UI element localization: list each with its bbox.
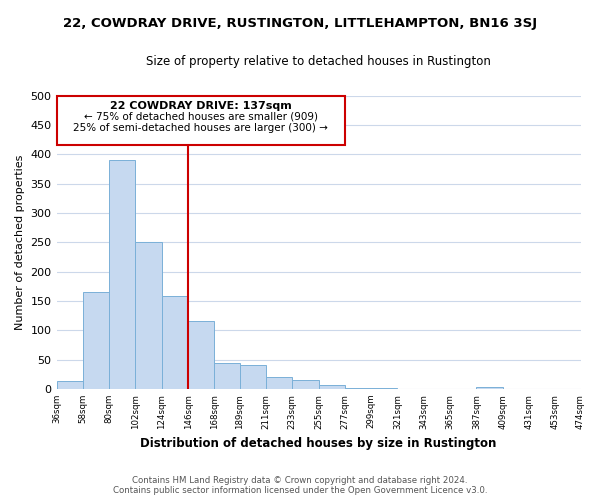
Bar	[188, 322, 214, 389]
Bar	[136, 242, 162, 389]
Bar	[239, 366, 266, 389]
Text: ← 75% of detached houses are smaller (909): ← 75% of detached houses are smaller (90…	[83, 112, 317, 122]
Text: 22 COWDRAY DRIVE: 137sqm: 22 COWDRAY DRIVE: 137sqm	[110, 101, 292, 111]
Text: Contains HM Land Registry data © Crown copyright and database right 2024.
Contai: Contains HM Land Registry data © Crown c…	[113, 476, 487, 495]
Bar	[292, 380, 319, 389]
Title: Size of property relative to detached houses in Rustington: Size of property relative to detached ho…	[146, 55, 491, 68]
X-axis label: Distribution of detached houses by size in Rustington: Distribution of detached houses by size …	[140, 437, 497, 450]
Bar	[162, 296, 188, 389]
Bar	[345, 388, 371, 389]
Bar	[56, 382, 83, 389]
Bar	[319, 385, 345, 389]
Y-axis label: Number of detached properties: Number of detached properties	[15, 154, 25, 330]
Bar	[109, 160, 136, 389]
Text: 22, COWDRAY DRIVE, RUSTINGTON, LITTLEHAMPTON, BN16 3SJ: 22, COWDRAY DRIVE, RUSTINGTON, LITTLEHAM…	[63, 18, 537, 30]
Bar	[266, 377, 292, 389]
FancyBboxPatch shape	[56, 96, 345, 146]
Bar	[476, 387, 503, 389]
Bar	[214, 363, 239, 389]
Text: 25% of semi-detached houses are larger (300) →: 25% of semi-detached houses are larger (…	[73, 123, 328, 133]
Bar	[83, 292, 109, 389]
Bar	[371, 388, 397, 389]
